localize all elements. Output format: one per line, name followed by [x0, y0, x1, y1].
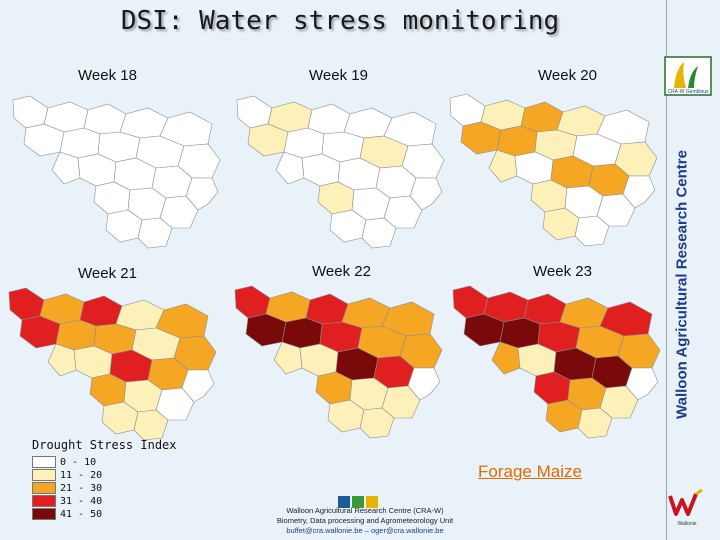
map-region	[307, 103, 351, 135]
legend-label: 0 - 10	[60, 456, 97, 468]
legend-label: 41 - 50	[60, 508, 103, 520]
map-region	[488, 149, 518, 183]
map-region	[185, 177, 219, 211]
map-region	[8, 287, 45, 321]
map-region	[234, 285, 271, 319]
legend-label: 31 - 40	[60, 495, 103, 507]
unit-logo-bars	[338, 496, 378, 508]
legend-swatch	[32, 508, 56, 520]
map-region	[283, 127, 325, 159]
map-week-22	[230, 280, 445, 440]
week-21-label: Week 21	[78, 265, 137, 282]
map-week-20	[445, 88, 660, 248]
map-region	[577, 407, 613, 439]
map-region	[236, 95, 273, 129]
map-region	[133, 409, 169, 441]
legend-swatch	[32, 495, 56, 507]
map-week-23	[448, 280, 663, 440]
map-region	[137, 217, 173, 249]
map-region	[625, 367, 659, 401]
map-region	[273, 341, 303, 375]
cra-w-logo-icon: CRA-W Gembloux	[664, 56, 712, 96]
legend-label: 21 - 30	[60, 482, 103, 494]
map-region	[275, 151, 305, 185]
week-19-label: Week 19	[309, 67, 368, 84]
map-region	[622, 175, 656, 209]
map-region	[523, 293, 567, 325]
svg-text:Wallonie: Wallonie	[678, 521, 697, 527]
map-region	[83, 103, 127, 135]
map-region	[452, 285, 489, 319]
map-region	[361, 217, 397, 249]
legend-item: 0 - 10	[32, 456, 102, 468]
legend-item: 31 - 40	[32, 495, 102, 507]
map-region	[51, 151, 81, 185]
week-22-label: Week 22	[312, 263, 371, 280]
legend-swatch	[32, 469, 56, 481]
map-region	[409, 177, 443, 211]
crop-name-link[interactable]: Forage Maize	[478, 462, 582, 481]
week-18-label: Week 18	[78, 67, 137, 84]
footer-emails[interactable]: buffet@cra.wallonie.be – oger@cra.wallon…	[286, 526, 444, 535]
map-region	[59, 127, 101, 159]
sidebar-divider	[666, 0, 667, 540]
sidebar-org-name: Walloon Agricultural Research Centre	[673, 150, 691, 419]
legend-swatch	[32, 456, 56, 468]
map-region	[449, 93, 486, 127]
map-region	[55, 319, 97, 351]
map-region	[499, 317, 541, 349]
wallonie-logo-icon: Wallonie	[668, 488, 703, 527]
map-region	[491, 341, 521, 375]
week-23-label: Week 23	[533, 263, 592, 280]
map-region	[181, 369, 215, 403]
map-week-21	[4, 282, 219, 442]
legend: 0 - 10 11 - 20 21 - 30 31 - 40 41 - 50	[32, 456, 102, 521]
week-20-label: Week 20	[538, 67, 597, 84]
legend-item: 11 - 20	[32, 469, 102, 481]
map-region	[305, 293, 349, 325]
map-region	[520, 101, 564, 133]
legend-title: Drought Stress Index	[32, 438, 177, 452]
map-region	[359, 407, 395, 439]
footer-unit: Biometry, Data processing and Agrometeor…	[276, 516, 454, 525]
map-region	[79, 295, 123, 327]
map-region	[407, 367, 441, 401]
map-region	[47, 343, 77, 377]
footer: Walloon Agricultural Research Centre (CR…	[200, 506, 530, 536]
legend-label: 11 - 20	[60, 469, 103, 481]
map-region	[12, 95, 49, 129]
legend-swatch	[32, 482, 56, 494]
legend-item: 41 - 50	[32, 508, 102, 520]
map-region	[281, 317, 323, 349]
page-title: DSI: Water stress monitoring	[120, 6, 560, 36]
footer-org: Walloon Agricultural Research Centre (CR…	[286, 506, 444, 515]
svg-text:CRA-W Gembloux: CRA-W Gembloux	[667, 89, 709, 95]
legend-item: 21 - 30	[32, 482, 102, 494]
map-region	[574, 215, 610, 247]
map-region	[496, 125, 538, 157]
map-week-18	[8, 90, 223, 250]
map-week-19	[232, 90, 447, 250]
